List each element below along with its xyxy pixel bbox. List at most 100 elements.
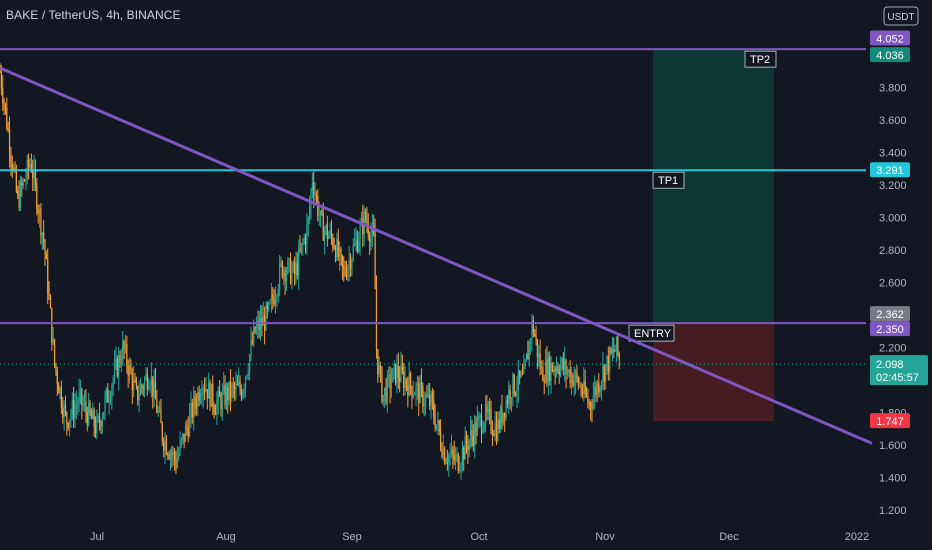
candle <box>249 355 251 372</box>
candle <box>611 349 614 353</box>
candle <box>212 383 214 407</box>
candle <box>560 365 562 375</box>
candle <box>258 320 260 331</box>
candle <box>133 379 135 391</box>
candle <box>156 399 158 413</box>
candle <box>268 302 270 309</box>
candle <box>336 239 338 259</box>
candle <box>291 270 293 283</box>
candle <box>377 349 379 375</box>
candle <box>176 458 178 468</box>
candle <box>81 388 83 406</box>
candle <box>285 272 288 282</box>
candle <box>79 388 82 393</box>
candle <box>198 391 200 401</box>
candle <box>41 232 43 236</box>
candle <box>228 381 230 401</box>
candle <box>128 364 131 376</box>
level-label-box-entry <box>628 324 675 342</box>
candle <box>591 407 593 409</box>
candle <box>146 374 148 390</box>
currency-box[interactable] <box>883 6 919 26</box>
trendline[interactable] <box>0 66 873 445</box>
candle <box>561 358 563 366</box>
candle <box>546 360 548 382</box>
candle <box>494 423 496 436</box>
candle <box>101 418 103 427</box>
candle <box>314 194 316 196</box>
candle <box>547 357 549 382</box>
candle <box>178 453 180 459</box>
candle <box>236 383 238 385</box>
candle <box>535 336 537 339</box>
candle <box>386 375 388 403</box>
candle <box>145 374 147 380</box>
candle <box>341 255 343 267</box>
candle <box>92 410 94 420</box>
candle <box>484 404 487 424</box>
candle <box>584 380 586 394</box>
candle <box>521 373 524 375</box>
candle <box>592 396 594 409</box>
candle <box>142 387 144 389</box>
candle <box>523 366 525 374</box>
candle <box>442 448 444 457</box>
level-label-box-tp2 <box>744 50 777 68</box>
candle <box>430 393 432 406</box>
candle <box>225 387 228 405</box>
candle <box>56 370 58 385</box>
y-tick-label: 3.200 <box>879 180 907 192</box>
candle <box>333 246 335 248</box>
candle <box>450 448 453 455</box>
candle <box>254 327 256 333</box>
candle <box>38 208 41 214</box>
candle <box>272 294 274 300</box>
candle <box>274 298 277 305</box>
candle <box>186 426 188 428</box>
x-tick-label: 2022 <box>845 531 869 543</box>
candle <box>4 103 7 108</box>
candle <box>390 382 393 390</box>
candle <box>457 453 459 471</box>
candle <box>463 448 465 460</box>
candle <box>321 210 323 215</box>
candle <box>370 234 372 243</box>
candle <box>453 454 455 460</box>
candle <box>411 386 413 397</box>
candle <box>143 379 146 389</box>
candle <box>22 180 24 186</box>
candle <box>452 448 454 455</box>
candle <box>97 415 99 419</box>
candle <box>326 224 328 239</box>
candle <box>104 397 106 413</box>
candle <box>68 420 71 428</box>
candle <box>112 378 114 387</box>
candle <box>160 409 162 424</box>
candle <box>295 263 297 275</box>
candle <box>311 182 313 191</box>
candle <box>93 410 95 428</box>
candle <box>247 371 249 376</box>
candle <box>366 219 368 225</box>
candle <box>606 356 608 365</box>
candle <box>438 420 440 432</box>
candle <box>238 381 240 385</box>
candle <box>613 349 615 352</box>
bar-countdown-label: 02:45:57 <box>876 372 919 384</box>
candle <box>375 289 378 350</box>
candle <box>234 386 236 390</box>
candle <box>44 240 46 255</box>
candle <box>304 237 307 245</box>
candle <box>319 210 322 216</box>
candle <box>231 385 233 398</box>
candle <box>480 415 483 433</box>
last-price-badge <box>870 355 928 386</box>
candle <box>602 366 604 383</box>
candle <box>289 258 292 283</box>
candle <box>422 386 424 406</box>
candle <box>210 383 213 407</box>
candle <box>564 360 566 370</box>
level-label-tp2: TP2 <box>750 54 770 66</box>
candle <box>157 410 159 413</box>
